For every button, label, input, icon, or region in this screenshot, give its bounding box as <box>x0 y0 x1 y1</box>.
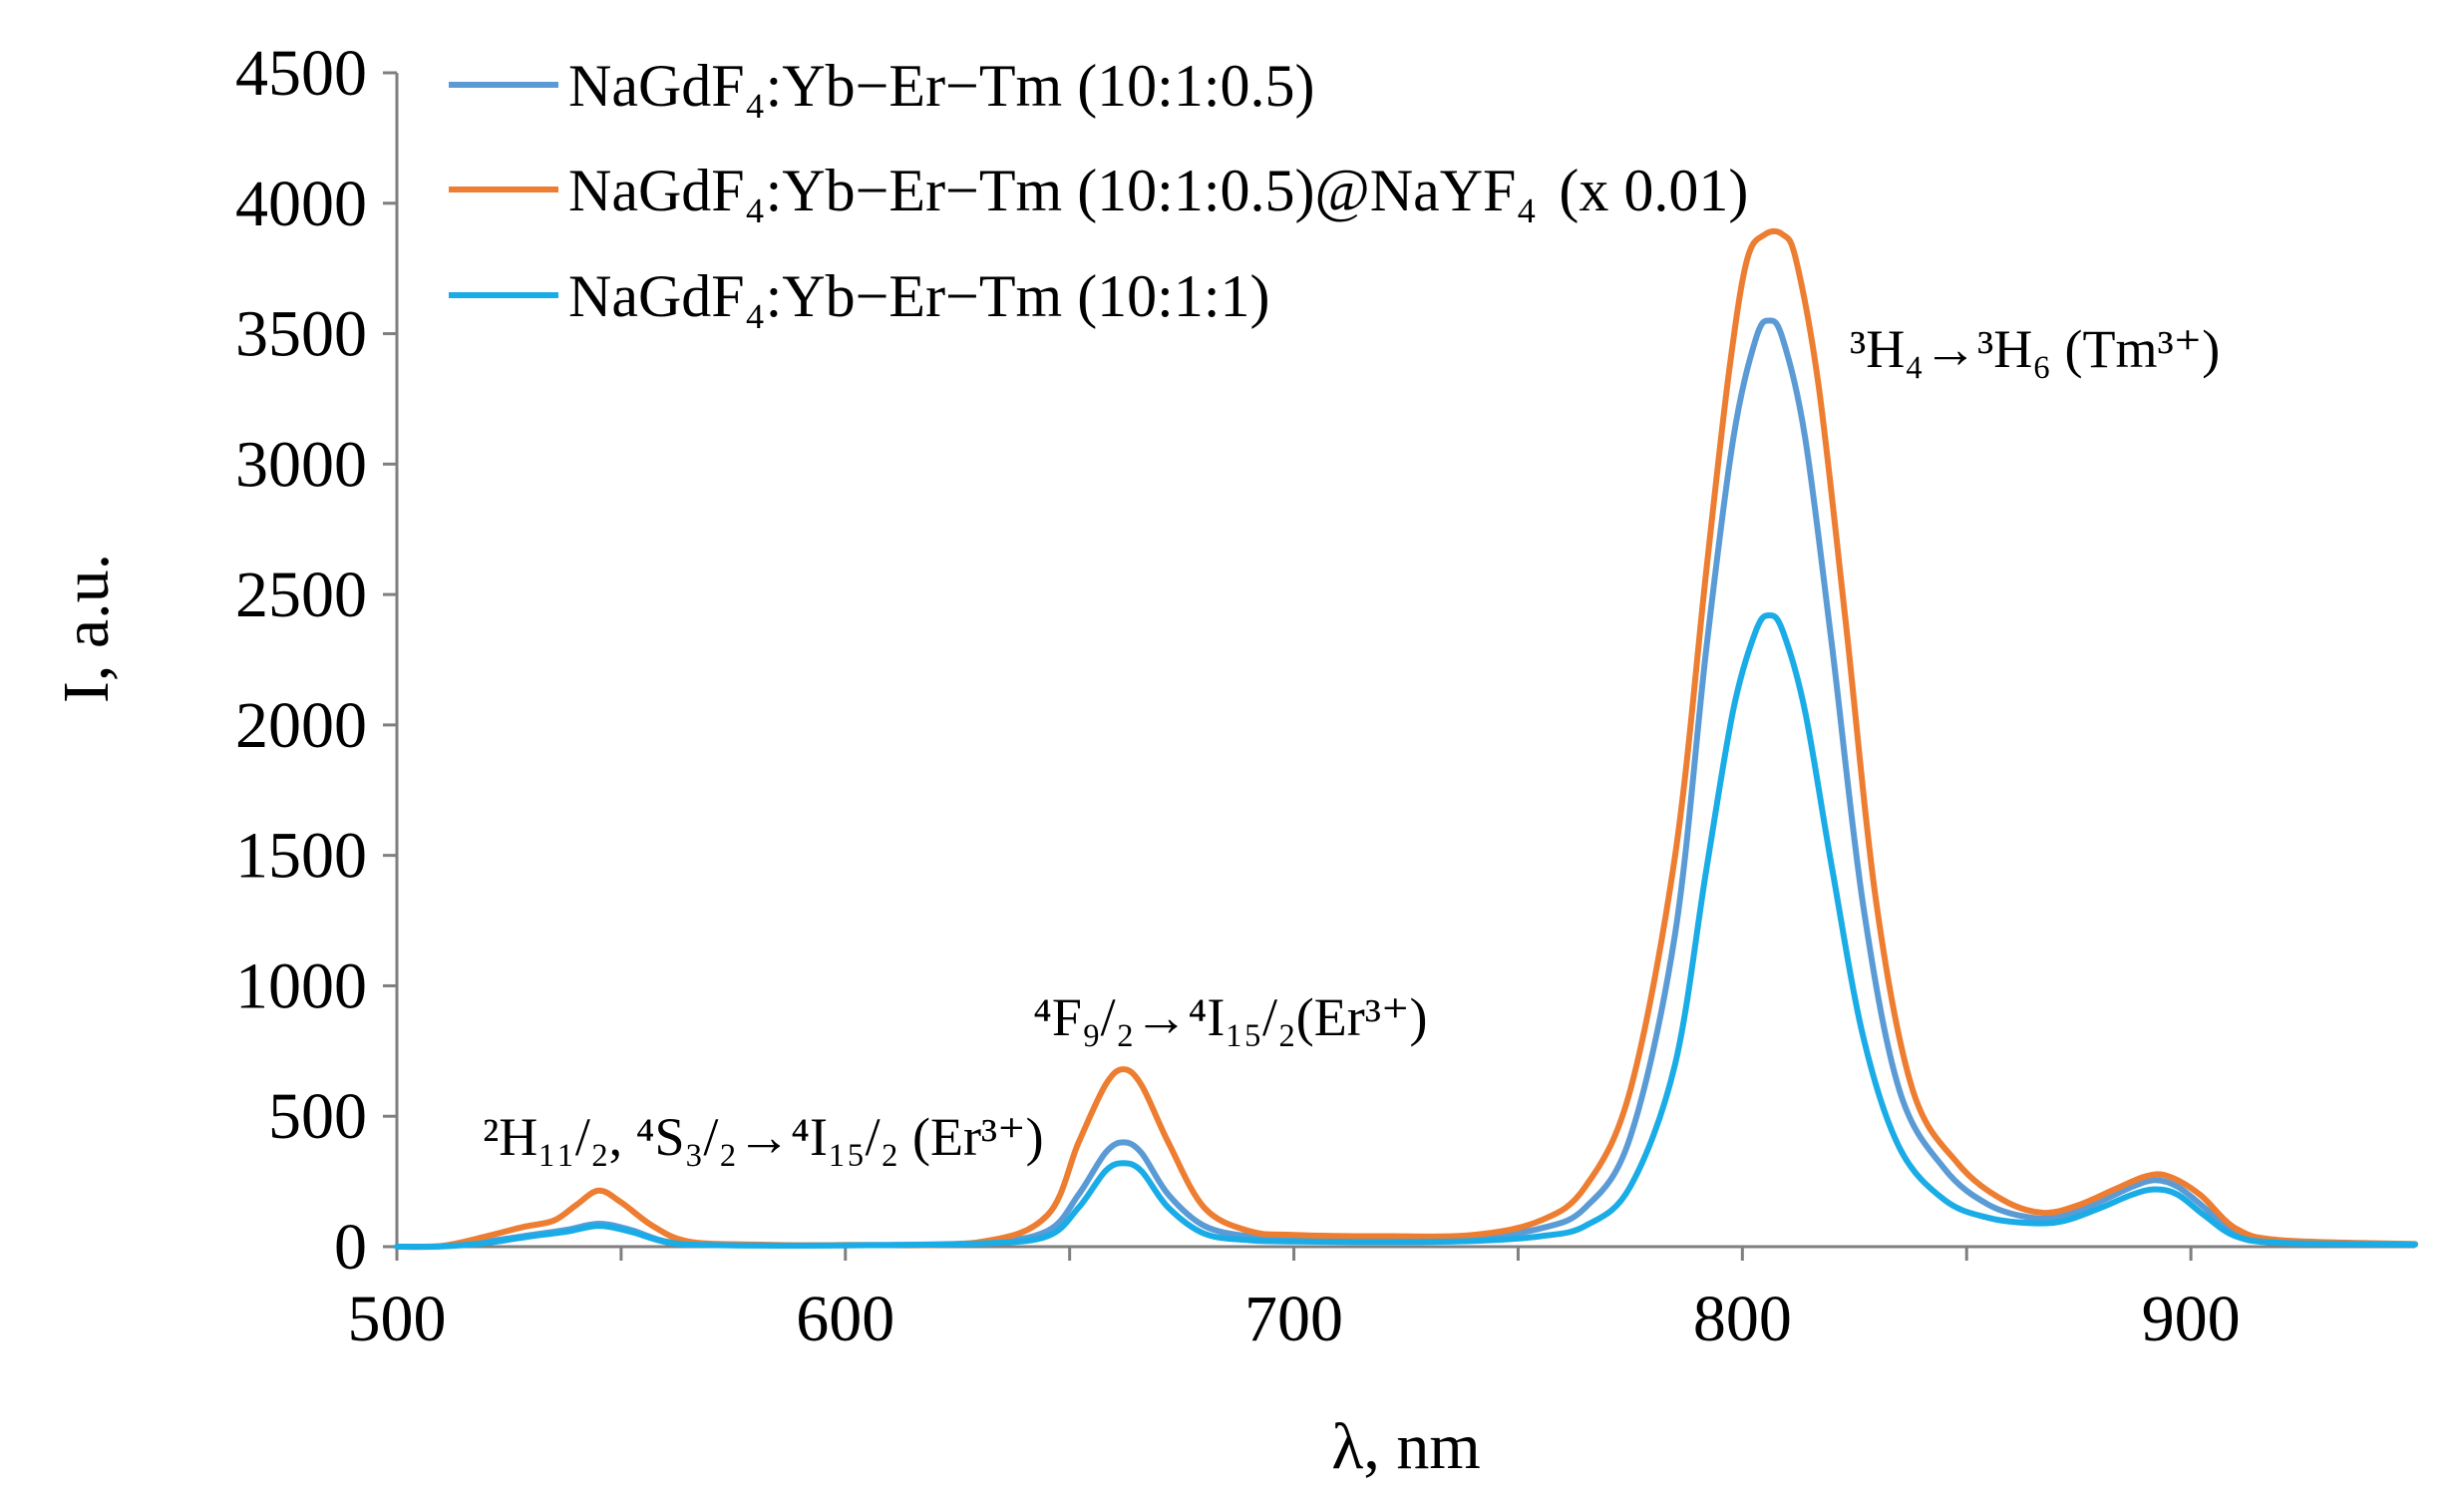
x-tick-label: 600 <box>796 1283 894 1355</box>
y-tick-label: 1000 <box>235 949 367 1022</box>
x-tick-group: 500 600 700 800 900 <box>348 1247 2241 1355</box>
y-tick-group: 0 500 1000 1500 2000 2500 3000 3500 4000 4500 <box>235 37 397 1284</box>
y-tick-label: 2500 <box>235 559 367 631</box>
y-tick-label: 500 <box>268 1080 367 1153</box>
y-tick-label: 2000 <box>235 689 367 762</box>
axes <box>395 73 2415 1249</box>
annotation-er-green: ²H₁₁/₂, ⁴S₃/₂→⁴I₁₅/₂ (Er³⁺) <box>483 1107 1044 1167</box>
y-tick-label: 0 <box>334 1211 367 1284</box>
legend-label-1: NaGdF₄:Yb−Er−Tm (10:1:0.5) <box>568 53 1315 119</box>
legend-label-2: NaGdF₄:Yb−Er−Tm (10:1:0.5)@NaYF₄ (x 0.01) <box>568 158 1748 223</box>
x-axis-title: λ, nm <box>1331 1410 1480 1483</box>
x-tick-label: 900 <box>2142 1283 2241 1355</box>
annotations: ³H₄→³H₆ (Tm³⁺) ⁴F₉/₂→⁴I₁₅/₂(Er³⁺) ²H₁₁/₂… <box>483 319 2220 1167</box>
series-group <box>394 227 2418 1251</box>
legend-label-2-name: NaGdF₄:Yb−Er−Tm (10:1:0.5)@NaYF₄ <box>568 158 1537 223</box>
y-axis-title: I, a.u. <box>50 554 123 703</box>
annotation-er-red: ⁴F₉/₂→⁴I₁₅/₂(Er³⁺) <box>1033 987 1427 1047</box>
annotation-tm: ³H₄→³H₆ (Tm³⁺) <box>1850 319 2220 379</box>
legend: NaGdF₄:Yb−Er−Tm (10:1:0.5) NaGdF₄:Yb−Er−… <box>449 53 1748 329</box>
x-tick-label: 800 <box>1693 1283 1792 1355</box>
y-tick-label: 4000 <box>235 168 367 240</box>
legend-label-2-suffix: (x 0.01) <box>1559 158 1748 223</box>
series-line-2 <box>394 227 2418 1251</box>
y-tick-label: 3000 <box>235 428 367 501</box>
y-tick-label: 4500 <box>235 37 367 110</box>
series-line-3 <box>394 611 2418 1251</box>
y-tick-label: 1500 <box>235 820 367 893</box>
legend-label-3: NaGdF₄:Yb−Er−Tm (10:1:1) <box>568 263 1270 329</box>
y-tick-label: 3500 <box>235 298 367 371</box>
x-tick-label: 700 <box>1244 1283 1343 1355</box>
x-tick-label: 500 <box>348 1283 447 1355</box>
